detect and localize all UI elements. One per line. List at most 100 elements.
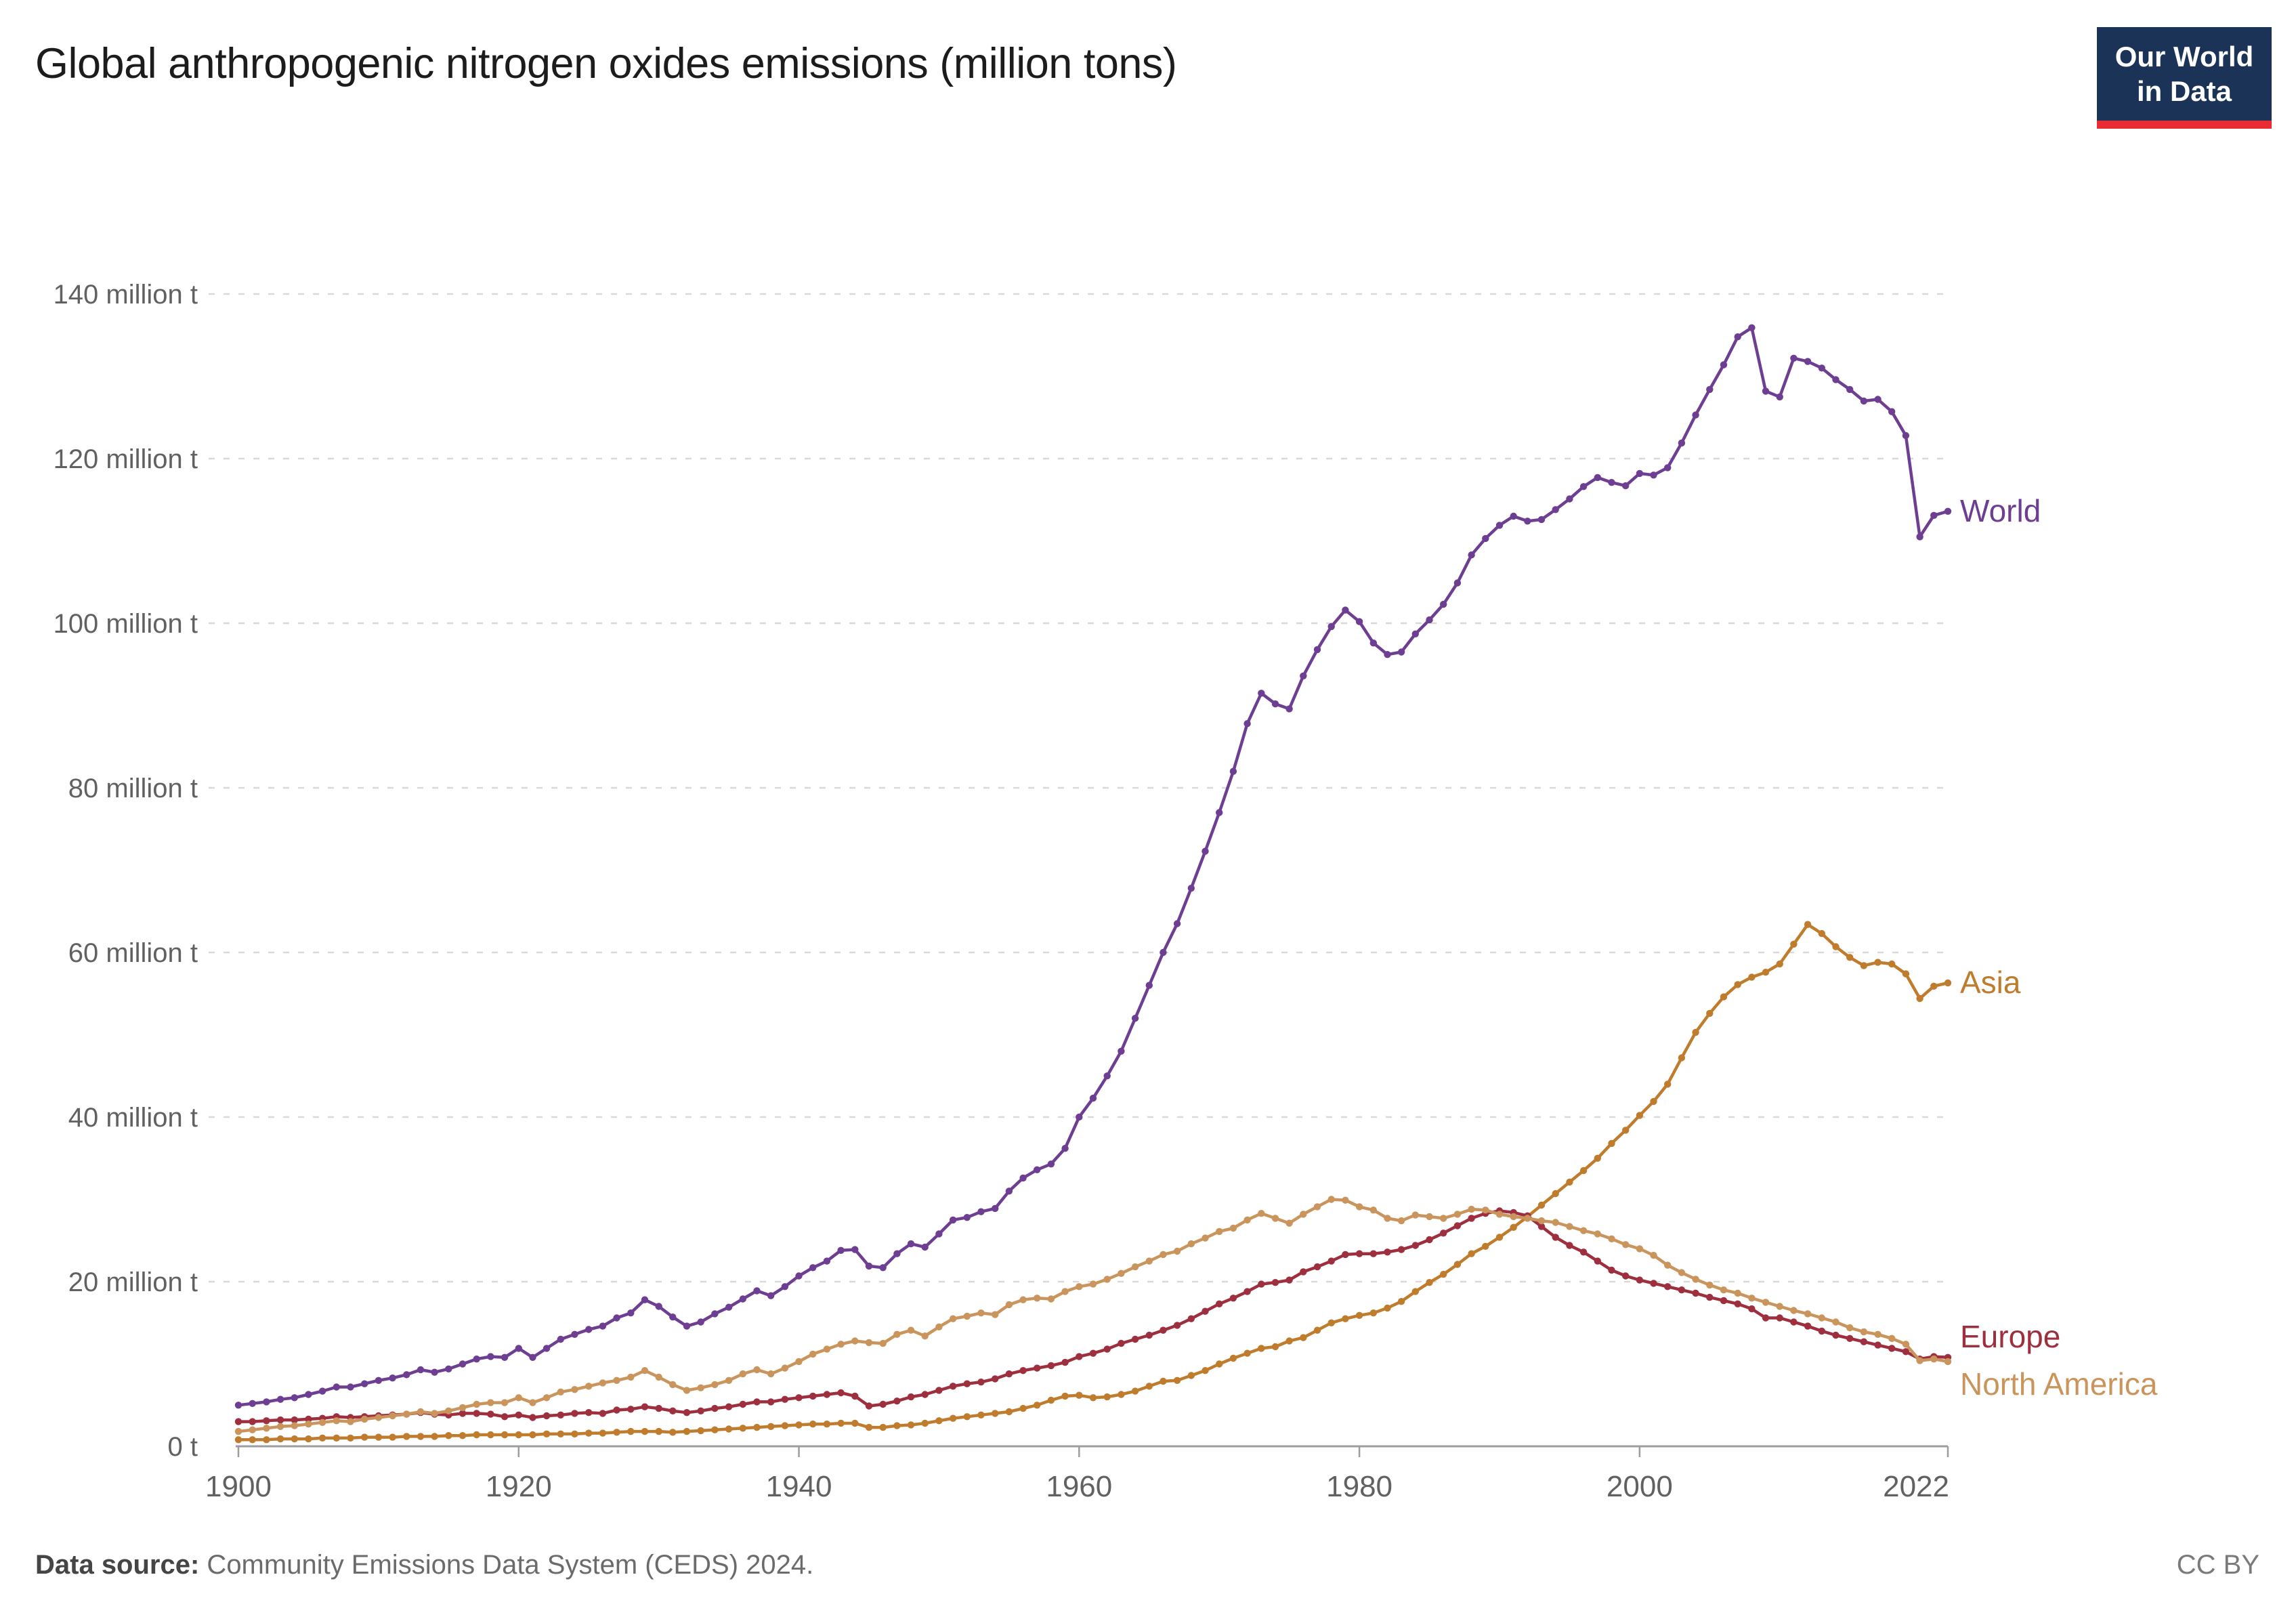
data-point — [767, 1292, 775, 1299]
data-point — [1468, 1250, 1475, 1257]
data-point — [1762, 387, 1770, 395]
data-point — [1902, 432, 1910, 440]
series-dots-north-america — [234, 1196, 1952, 1435]
data-point — [1313, 1326, 1321, 1334]
data-point — [1874, 1341, 1882, 1349]
data-point — [1089, 1280, 1097, 1288]
data-point — [361, 1415, 368, 1423]
data-point — [1019, 1296, 1027, 1303]
series-label-north-america: North America — [1960, 1366, 2158, 1402]
data-point — [963, 1214, 971, 1221]
data-point — [1118, 1047, 1125, 1055]
series-label-europe: Europe — [1960, 1319, 2060, 1354]
data-point — [1145, 1257, 1153, 1265]
data-point — [1384, 1248, 1391, 1256]
data-point — [263, 1425, 270, 1432]
data-point — [1482, 1242, 1489, 1251]
data-point — [683, 1387, 691, 1394]
data-point — [1440, 1215, 1447, 1222]
data-point — [1440, 1270, 1447, 1278]
data-point — [627, 1406, 635, 1413]
data-point — [809, 1421, 817, 1428]
data-point — [431, 1433, 438, 1440]
data-point — [1034, 1295, 1041, 1302]
owid-logo: Our World in Data — [2097, 27, 2272, 129]
data-point — [1453, 1222, 1462, 1230]
data-point — [1524, 1215, 1531, 1222]
data-point — [1790, 354, 1798, 362]
data-point — [1537, 1223, 1546, 1230]
y-tick-label-20: 20 million t — [68, 1267, 198, 1297]
data-point — [1888, 1335, 1896, 1343]
data-point — [1566, 1178, 1573, 1186]
data-point — [515, 1431, 522, 1439]
data-point — [767, 1423, 775, 1430]
data-point — [1468, 1215, 1475, 1222]
data-point — [1804, 1310, 1812, 1318]
data-point — [1860, 1338, 1868, 1345]
series-line-world — [236, 326, 1950, 1407]
data-point — [1720, 361, 1728, 369]
data-point — [473, 1400, 480, 1408]
data-point — [1202, 847, 1209, 855]
data-point — [1664, 464, 1672, 471]
data-point — [347, 1383, 354, 1391]
data-point — [1285, 1219, 1293, 1227]
x-tick-label-1900: 1900 — [205, 1470, 272, 1503]
data-point — [1678, 439, 1686, 447]
data-point — [1342, 1315, 1349, 1322]
data-point — [1692, 1028, 1699, 1036]
data-point — [1313, 646, 1321, 654]
data-point — [1902, 970, 1910, 978]
data-point — [683, 1427, 691, 1435]
data-point — [1384, 651, 1391, 658]
data-point — [375, 1377, 383, 1385]
data-point — [697, 1407, 704, 1414]
data-point — [767, 1398, 775, 1406]
data-point — [1650, 1280, 1657, 1287]
data-point — [1271, 1215, 1279, 1222]
owid-logo-line1: Our World — [2114, 40, 2254, 72]
data-point — [1271, 700, 1279, 708]
x-tick-label-1980: 1980 — [1326, 1470, 1393, 1503]
data-point — [1748, 1295, 1756, 1302]
data-point — [865, 1262, 873, 1270]
y-tick-label-120: 120 million t — [54, 444, 198, 474]
data-point — [1089, 1349, 1097, 1357]
data-point — [641, 1367, 649, 1374]
data-point — [543, 1430, 551, 1437]
data-point — [1537, 516, 1546, 524]
data-point — [1734, 1289, 1741, 1297]
data-point — [655, 1303, 662, 1310]
data-point — [1579, 1167, 1588, 1175]
data-point — [1229, 768, 1237, 775]
data-point — [781, 1364, 789, 1372]
data-point — [473, 1410, 480, 1417]
data-point — [1776, 393, 1783, 401]
data-point — [627, 1427, 635, 1435]
data-point — [318, 1419, 326, 1426]
data-point — [276, 1395, 284, 1403]
data-point — [1706, 1009, 1714, 1017]
data-point — [1930, 982, 1938, 990]
y-tick-label-60: 60 million t — [68, 938, 198, 968]
data-point — [543, 1394, 551, 1402]
data-point — [417, 1433, 425, 1440]
data-point — [305, 1391, 312, 1398]
data-point — [1804, 1322, 1812, 1330]
data-point — [276, 1416, 284, 1424]
data-point — [459, 1404, 467, 1412]
data-point — [1818, 929, 1825, 938]
data-point — [879, 1264, 887, 1272]
data-point — [501, 1431, 509, 1439]
data-point — [781, 1422, 789, 1429]
data-point — [1369, 1309, 1378, 1317]
data-point — [935, 1417, 943, 1425]
data-point — [1061, 1288, 1069, 1295]
data-point — [1594, 1154, 1601, 1162]
data-point — [1202, 1234, 1209, 1242]
data-point — [1495, 1211, 1504, 1218]
data-point — [1426, 616, 1433, 624]
data-point — [1846, 1335, 1854, 1343]
data-point — [1776, 1303, 1783, 1310]
